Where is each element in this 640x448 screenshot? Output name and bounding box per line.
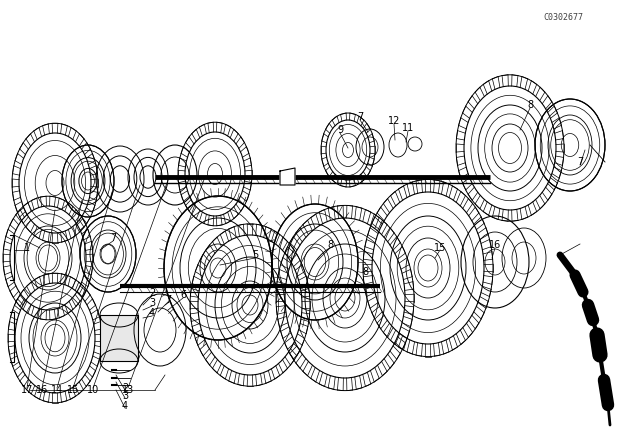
- Text: 12: 12: [388, 116, 400, 126]
- Text: 9: 9: [337, 125, 343, 135]
- Text: 7: 7: [357, 112, 363, 122]
- Text: 2: 2: [122, 383, 128, 393]
- Text: 8: 8: [362, 267, 368, 277]
- Text: 1: 1: [24, 243, 30, 253]
- Text: 10: 10: [87, 385, 99, 395]
- Text: 2: 2: [149, 288, 155, 298]
- Text: 16: 16: [36, 385, 48, 395]
- Polygon shape: [280, 168, 295, 185]
- Text: 11: 11: [402, 123, 414, 133]
- Text: 13: 13: [122, 385, 134, 395]
- FancyBboxPatch shape: [100, 315, 138, 361]
- Text: 15: 15: [434, 243, 446, 253]
- Text: 8: 8: [527, 100, 533, 110]
- Text: 6: 6: [180, 290, 186, 300]
- Text: 8: 8: [327, 240, 333, 250]
- Text: 17: 17: [21, 385, 33, 395]
- Text: 14: 14: [51, 385, 63, 395]
- Text: 5: 5: [252, 250, 258, 260]
- Text: 15: 15: [67, 385, 79, 395]
- Text: 3: 3: [149, 298, 155, 308]
- Text: 7: 7: [577, 157, 583, 167]
- Text: 7: 7: [165, 295, 171, 305]
- Text: 16: 16: [489, 240, 501, 250]
- Text: 4: 4: [122, 401, 128, 411]
- Text: 4: 4: [149, 308, 155, 318]
- Text: 3: 3: [122, 391, 128, 401]
- Text: C0302677: C0302677: [543, 13, 583, 22]
- Text: 7: 7: [110, 233, 116, 243]
